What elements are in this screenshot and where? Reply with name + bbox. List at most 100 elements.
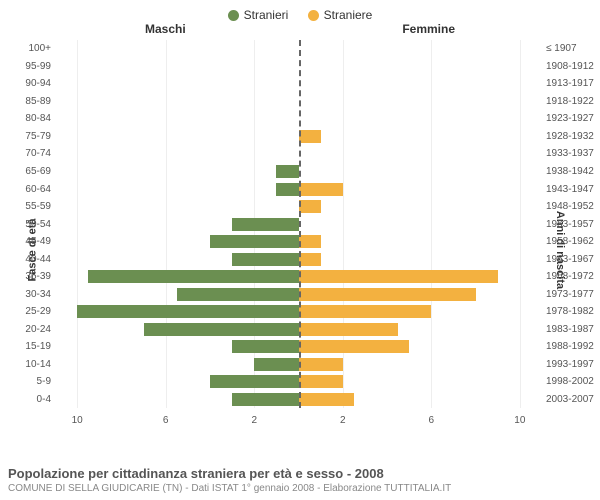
bar-half-male — [55, 233, 299, 251]
bar-half-female — [299, 373, 543, 391]
bar-half-male — [55, 356, 299, 374]
bar-male — [177, 288, 299, 301]
bar-male — [232, 253, 298, 266]
age-label: 75-79 — [25, 131, 51, 142]
bar-half-male — [55, 110, 299, 128]
bar-half-female — [299, 321, 543, 339]
bar-male — [232, 393, 298, 406]
birth-label: 1923-1927 — [546, 113, 594, 124]
x-tick: 10 — [514, 415, 525, 426]
birth-label: 1993-1997 — [546, 359, 594, 370]
birth-label: 1978-1982 — [546, 306, 594, 317]
bar-half-female — [299, 303, 543, 321]
age-label: 70-74 — [25, 148, 51, 159]
bar-half-female — [299, 75, 543, 93]
bar-half-female — [299, 198, 543, 216]
x-tick: 6 — [429, 415, 435, 426]
bar-half-male — [55, 163, 299, 181]
age-label: 45-49 — [25, 236, 51, 247]
legend: Stranieri Straniere — [0, 0, 600, 28]
age-label: 30-34 — [25, 289, 51, 300]
bar-half-female — [299, 338, 543, 356]
chart-container: Stranieri Straniere Maschi Femmine Fasce… — [0, 0, 600, 500]
bar-half-male — [55, 391, 299, 409]
x-axis: 10622610 — [55, 408, 542, 426]
bar-half-female — [299, 180, 543, 198]
legend-item-female: Straniere — [308, 8, 373, 22]
bar-female — [299, 288, 476, 301]
bar-half-male — [55, 285, 299, 303]
bar-half-female — [299, 128, 543, 146]
x-tick: 6 — [163, 415, 169, 426]
bar-half-female — [299, 58, 543, 76]
bar-female — [299, 358, 343, 371]
age-label: 10-14 — [25, 359, 51, 370]
age-label: 35-39 — [25, 271, 51, 282]
side-title-female: Femmine — [402, 22, 455, 36]
bar-male — [232, 340, 298, 353]
bar-half-female — [299, 40, 543, 58]
age-label: 40-44 — [25, 254, 51, 265]
legend-swatch-male — [228, 10, 239, 21]
bar-half-male — [55, 338, 299, 356]
birth-label: 1933-1937 — [546, 148, 594, 159]
bar-half-male — [55, 180, 299, 198]
bar-half-female — [299, 356, 543, 374]
legend-label-female: Straniere — [324, 8, 373, 22]
bar-half-male — [55, 373, 299, 391]
bar-female — [299, 375, 343, 388]
bar-half-male — [55, 145, 299, 163]
bar-male — [88, 270, 298, 283]
x-tick: 2 — [251, 415, 257, 426]
legend-swatch-female — [308, 10, 319, 21]
bar-half-female — [299, 250, 543, 268]
bar-female — [299, 253, 321, 266]
bar-male — [276, 183, 298, 196]
birth-label: 1973-1977 — [546, 289, 594, 300]
legend-label-male: Stranieri — [244, 8, 289, 22]
bar-half-male — [55, 268, 299, 286]
bar-half-male — [55, 128, 299, 146]
bar-half-female — [299, 145, 543, 163]
age-label: 85-89 — [25, 96, 51, 107]
birth-label: 1953-1957 — [546, 219, 594, 230]
age-label: 5-9 — [37, 376, 51, 387]
birth-label: 1963-1967 — [546, 254, 594, 265]
center-line — [299, 40, 301, 408]
bar-half-female — [299, 268, 543, 286]
age-label: 65-69 — [25, 166, 51, 177]
bar-male — [232, 218, 298, 231]
footer-subtitle: COMUNE DI SELLA GIUDICARIE (TN) - Dati I… — [8, 483, 592, 494]
bar-male — [144, 323, 299, 336]
footer-title: Popolazione per cittadinanza straniera p… — [8, 466, 592, 481]
x-tick: 2 — [340, 415, 346, 426]
bar-female — [299, 200, 321, 213]
bar-half-female — [299, 233, 543, 251]
bar-male — [210, 375, 299, 388]
bar-half-female — [299, 93, 543, 111]
bar-half-female — [299, 163, 543, 181]
bar-half-male — [55, 75, 299, 93]
age-label: 0-4 — [37, 394, 51, 405]
age-label: 20-24 — [25, 324, 51, 335]
birth-label: 1918-1922 — [546, 96, 594, 107]
bar-half-male — [55, 215, 299, 233]
birth-label: 1928-1932 — [546, 131, 594, 142]
birth-label: 1938-1942 — [546, 166, 594, 177]
age-label: 80-84 — [25, 113, 51, 124]
bar-male — [276, 165, 298, 178]
age-label: 50-54 — [25, 219, 51, 230]
birth-label: 1998-2002 — [546, 376, 594, 387]
bar-half-male — [55, 303, 299, 321]
birth-label: 2003-2007 — [546, 394, 594, 405]
bar-female — [299, 393, 354, 406]
bar-female — [299, 340, 410, 353]
birth-label: 1948-1952 — [546, 201, 594, 212]
birth-label: 1943-1947 — [546, 184, 594, 195]
bar-female — [299, 270, 498, 283]
plot-area: 100+≤ 190795-991908-191290-941913-191785… — [55, 40, 542, 426]
bar-half-male — [55, 250, 299, 268]
age-label: 100+ — [28, 43, 51, 54]
bar-half-female — [299, 215, 543, 233]
bar-female — [299, 235, 321, 248]
